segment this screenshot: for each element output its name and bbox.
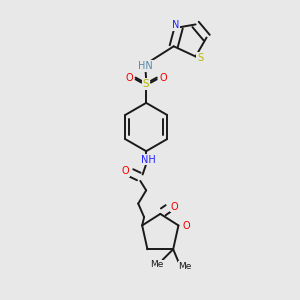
Text: O: O [182, 221, 190, 231]
Text: Me: Me [150, 260, 164, 269]
Text: N: N [172, 20, 179, 30]
Text: S: S [143, 79, 149, 89]
Text: Me: Me [178, 262, 192, 271]
Text: O: O [125, 74, 133, 83]
Text: O: O [121, 167, 129, 176]
Text: O: O [171, 202, 178, 212]
Text: S: S [197, 53, 203, 63]
Text: O: O [159, 74, 167, 83]
Text: NH: NH [141, 155, 156, 165]
Text: HN: HN [138, 61, 153, 71]
